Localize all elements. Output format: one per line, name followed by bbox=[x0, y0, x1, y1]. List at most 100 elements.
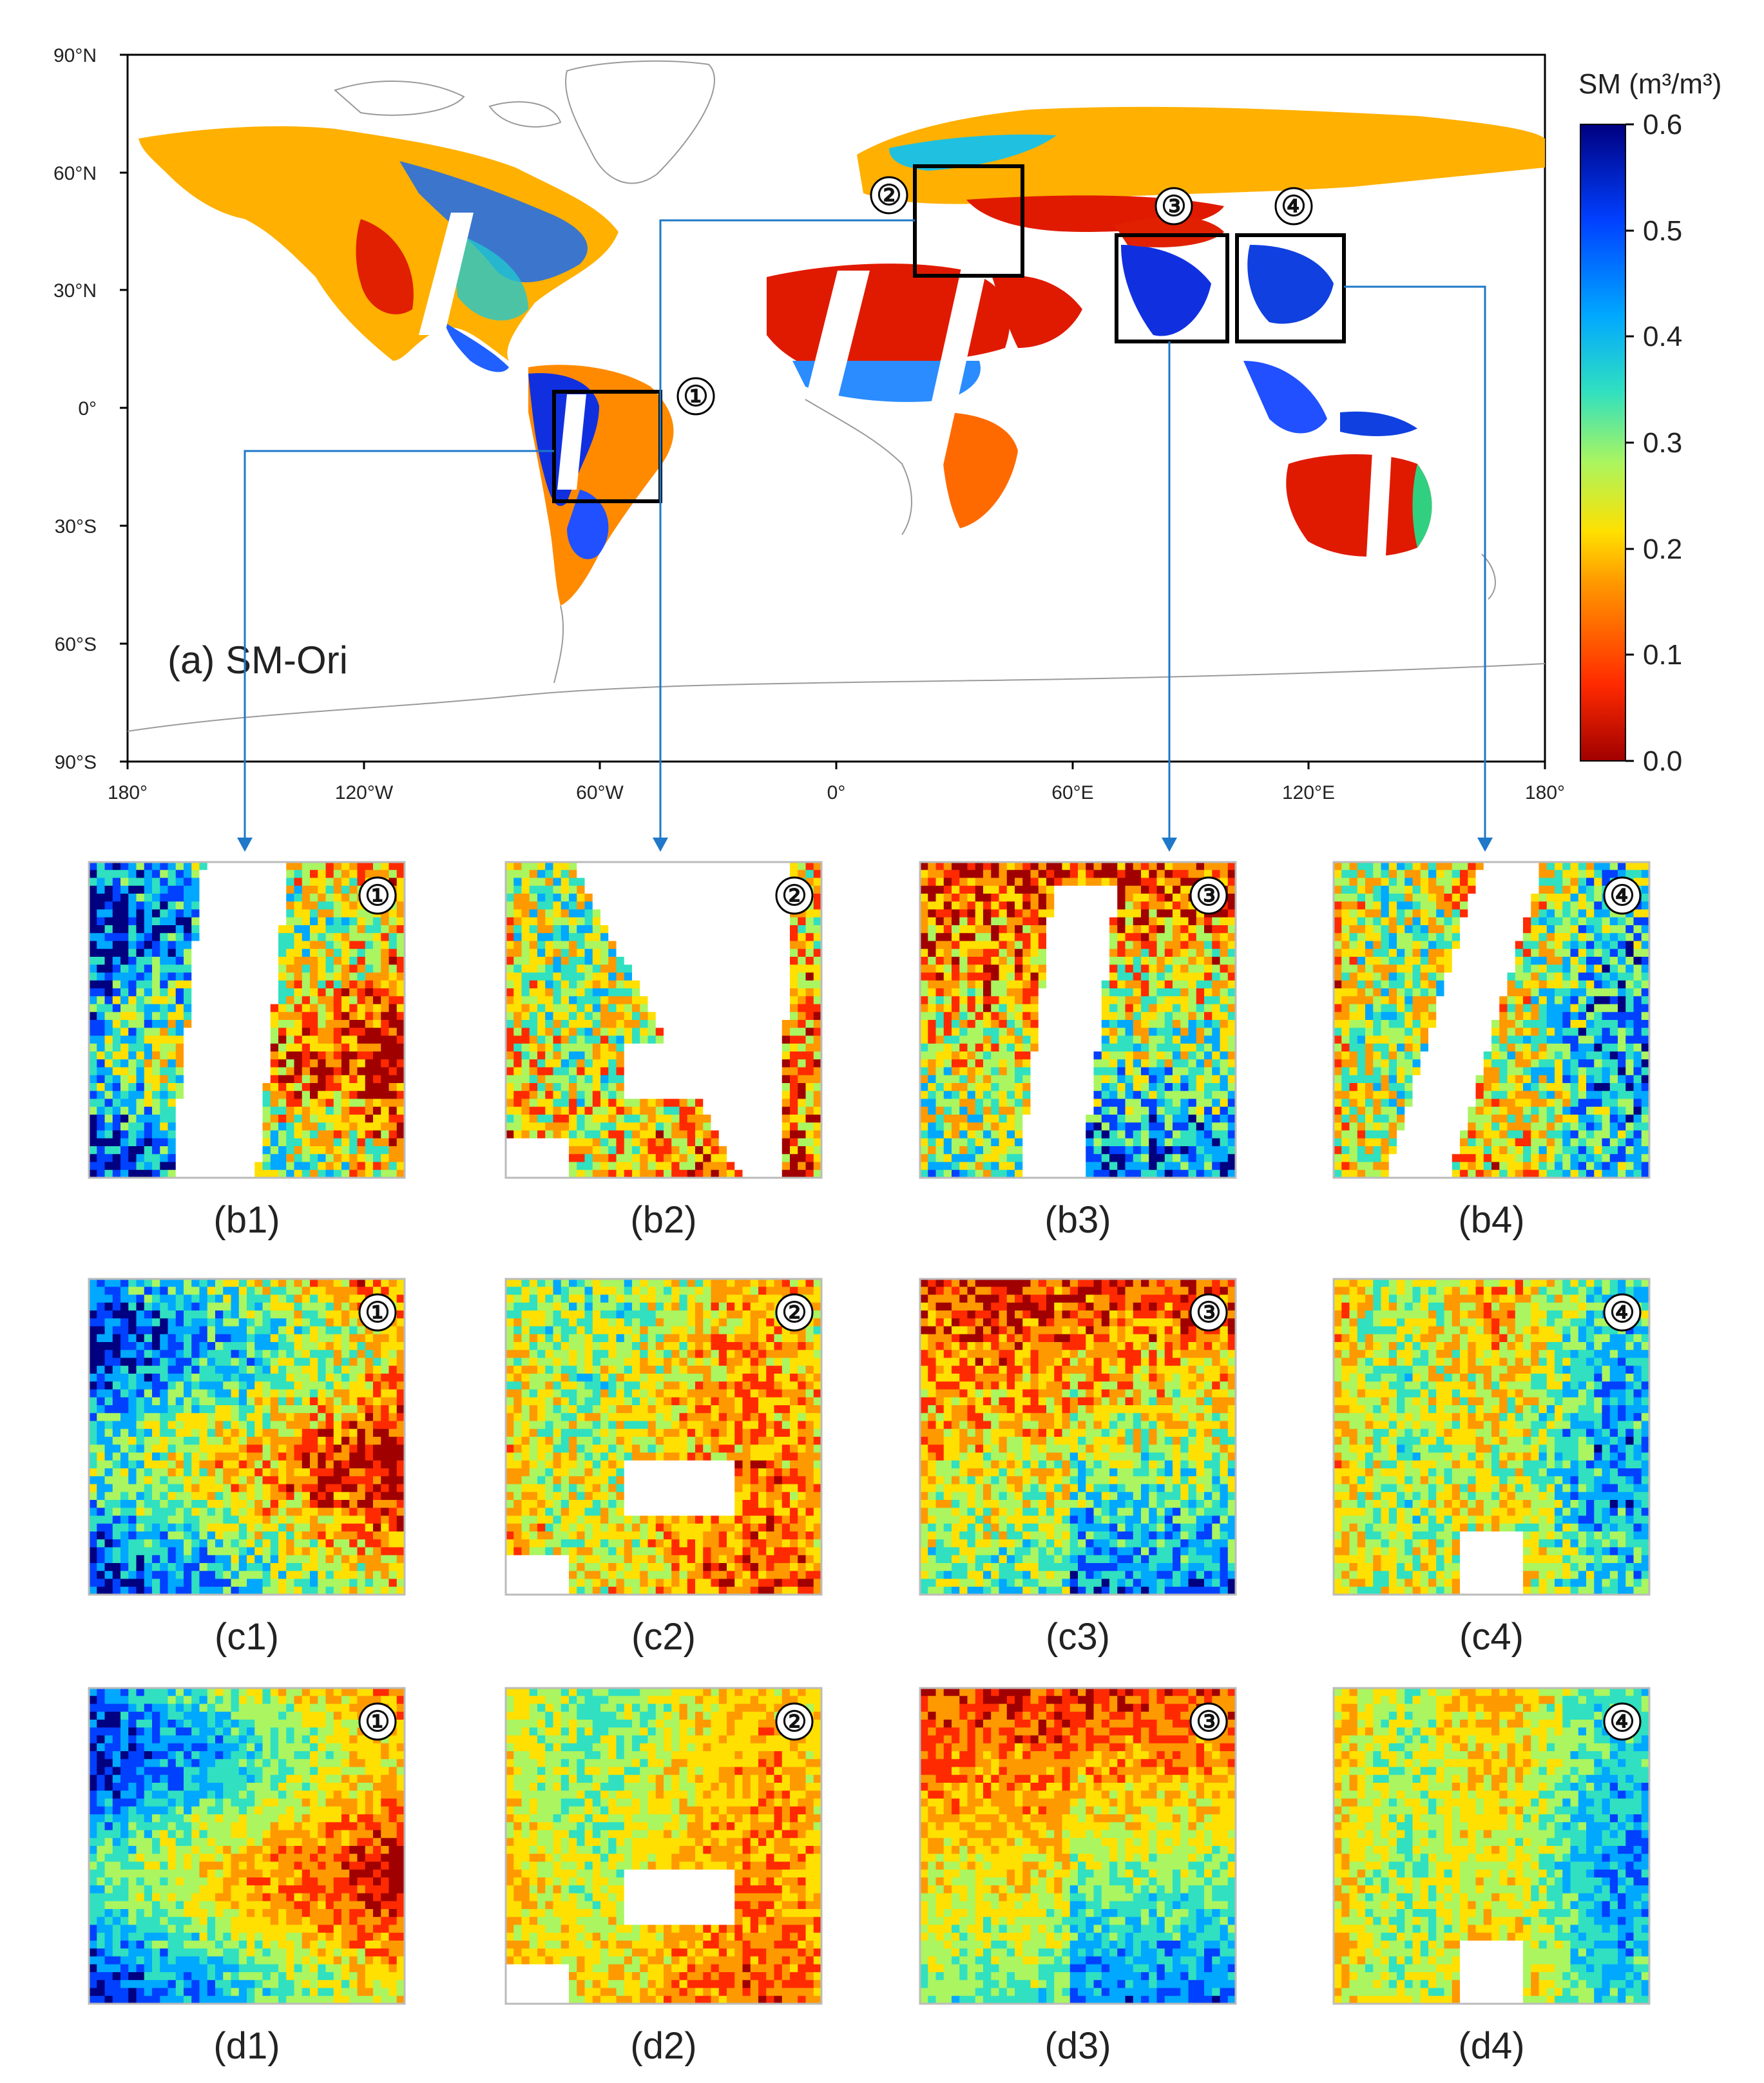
pixel-cell bbox=[561, 925, 570, 934]
pixel-cell bbox=[920, 981, 928, 989]
pixel-cell bbox=[97, 1075, 105, 1084]
pixel-cell bbox=[569, 996, 577, 1004]
pixel-cell bbox=[680, 933, 688, 941]
pixel-cell bbox=[152, 870, 160, 878]
pixel-cell bbox=[553, 886, 562, 894]
pixel-cell bbox=[302, 910, 311, 918]
pixel-cell bbox=[1126, 1146, 1134, 1155]
pixel-cell bbox=[790, 1162, 798, 1171]
pixel-cell bbox=[727, 878, 735, 887]
pixel-cell bbox=[648, 862, 657, 870]
pixel-cell bbox=[991, 1146, 999, 1155]
pixel-cell bbox=[1571, 862, 1579, 870]
pixel-cell bbox=[798, 981, 806, 989]
pixel-cell bbox=[326, 1044, 334, 1052]
pixel-cell bbox=[632, 1115, 640, 1123]
pixel-cell bbox=[577, 925, 585, 934]
pixel-cell bbox=[774, 941, 783, 950]
pixel-cell bbox=[727, 901, 735, 910]
pixel-cell bbox=[959, 957, 968, 965]
pixel-cell bbox=[530, 949, 538, 957]
pixel-cell bbox=[1054, 1004, 1062, 1013]
pixel-cell bbox=[310, 1075, 318, 1084]
pixel-cell bbox=[302, 965, 311, 973]
pixel-cell bbox=[506, 862, 514, 870]
pixel-cell bbox=[358, 862, 366, 870]
pixel-cell bbox=[215, 1028, 224, 1036]
pixel-cell bbox=[1039, 981, 1047, 989]
pixel-cell bbox=[1022, 1059, 1031, 1068]
pixel-cell bbox=[1212, 996, 1220, 1004]
pixel-cell bbox=[341, 957, 350, 965]
pixel-cell bbox=[632, 1044, 640, 1052]
pixel-cell bbox=[215, 1162, 224, 1171]
pixel-cell bbox=[790, 941, 798, 950]
pixel-cell bbox=[506, 886, 514, 894]
pixel-cell bbox=[1117, 1146, 1126, 1155]
pixel-cell bbox=[373, 917, 381, 926]
pixel-cell bbox=[1054, 862, 1062, 870]
pixel-cell bbox=[1070, 870, 1079, 878]
pixel-cell bbox=[254, 957, 263, 965]
pixel-cell bbox=[734, 1059, 743, 1068]
pixel-cell bbox=[326, 1004, 334, 1013]
pixel-cell bbox=[569, 894, 577, 902]
pixel-cell bbox=[310, 1115, 318, 1123]
pixel-cell bbox=[1141, 1091, 1149, 1099]
pixel-cell bbox=[105, 1068, 113, 1076]
pixel-cell bbox=[326, 917, 334, 926]
pixel-cell bbox=[975, 1107, 984, 1115]
pixel-cell bbox=[1117, 1131, 1126, 1139]
pixel-cell bbox=[223, 886, 231, 894]
pixel-cell bbox=[664, 1004, 672, 1013]
pixel-cell bbox=[89, 973, 97, 981]
pixel-cell bbox=[1031, 1115, 1039, 1123]
pixel-cell bbox=[294, 1068, 303, 1076]
pixel-cell bbox=[1180, 1075, 1189, 1084]
pixel-cell bbox=[593, 941, 601, 950]
pixel-cell bbox=[191, 1107, 200, 1115]
pixel-cell bbox=[782, 933, 791, 941]
pixel-cell bbox=[1220, 1059, 1229, 1068]
pixel-cell bbox=[743, 996, 751, 1004]
pixel-cell bbox=[664, 949, 672, 957]
pixel-cell bbox=[624, 1131, 633, 1139]
pixel-cell bbox=[1180, 1099, 1189, 1108]
pixel-cell bbox=[1165, 949, 1173, 957]
pixel-cell bbox=[1039, 933, 1047, 941]
pixel-cell bbox=[1173, 1091, 1181, 1099]
pixel-cell bbox=[89, 910, 97, 918]
pixel-cell bbox=[263, 981, 271, 989]
pixel-cell bbox=[1046, 1107, 1055, 1115]
pixel-cell bbox=[936, 1146, 944, 1155]
pixel-cell bbox=[97, 933, 105, 941]
pixel-cell bbox=[1126, 1162, 1134, 1171]
pixel-cell bbox=[1086, 1138, 1094, 1147]
pixel-cell bbox=[1149, 1122, 1157, 1131]
pixel-cell bbox=[341, 1122, 350, 1131]
pixel-cell bbox=[137, 1036, 145, 1044]
pixel-cell bbox=[239, 862, 247, 870]
pixel-cell bbox=[278, 1099, 287, 1108]
pixel-cell bbox=[1189, 1138, 1197, 1147]
pixel-cell bbox=[1031, 1107, 1039, 1115]
pixel-cell bbox=[168, 981, 177, 989]
colorbar-tick-label: 0.2 bbox=[1643, 533, 1682, 565]
pixel-cell bbox=[326, 1051, 334, 1060]
pixel-cell bbox=[999, 988, 1008, 997]
pixel-cell bbox=[656, 1099, 664, 1108]
colorbar-tick-label: 0.5 bbox=[1643, 215, 1682, 247]
pixel-cell bbox=[561, 1138, 570, 1147]
pixel-cell bbox=[334, 1122, 342, 1131]
pixel-cell bbox=[341, 1099, 350, 1108]
pixel-cell bbox=[239, 965, 247, 973]
pixel-cell bbox=[719, 941, 727, 950]
pixel-cell bbox=[97, 1138, 105, 1147]
pixel-cell bbox=[1070, 941, 1079, 950]
pixel-cell bbox=[271, 1036, 279, 1044]
pixel-cell bbox=[247, 1028, 255, 1036]
pixel-cell bbox=[585, 1083, 593, 1091]
pixel-cell bbox=[120, 1146, 129, 1155]
pixel-cell bbox=[656, 878, 664, 887]
pixel-cell bbox=[373, 1004, 381, 1013]
